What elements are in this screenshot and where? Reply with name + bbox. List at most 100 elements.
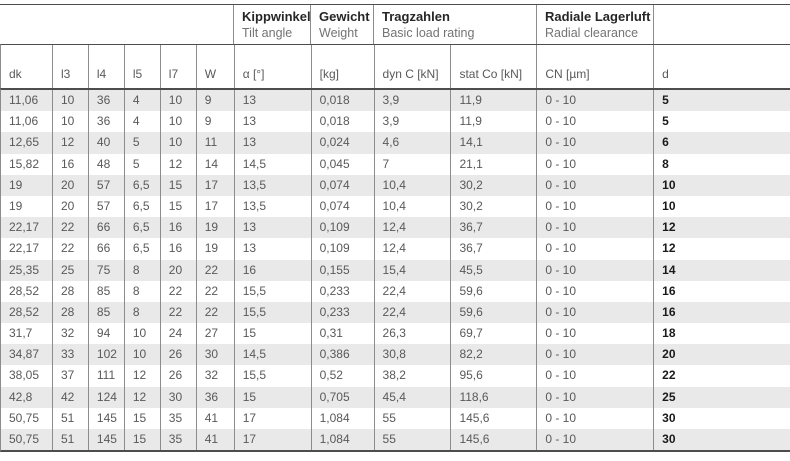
table-cell: 12	[159, 153, 196, 175]
table-cell: 38,05	[9, 368, 40, 383]
table-cell: 41	[195, 429, 234, 451]
d-value-cell: 16	[653, 301, 790, 324]
table-cell: 17	[195, 174, 234, 196]
table-row: 11,06 10 36 4 10 9 13 0,018 3,9 11,9 0 - 10 5	[1, 111, 790, 133]
table-cell: 14,5	[233, 153, 311, 175]
table-cell: 36	[87, 90, 124, 112]
table-cell: 15,5	[233, 365, 311, 387]
table-row: 31,7 32 94 10 24 27 15 0,31 26,3 69,7 0 - 10 18	[1, 323, 790, 345]
table-cell: 11,06	[9, 114, 39, 129]
table-cell: 0 - 10	[536, 344, 653, 366]
table-cell: 14	[195, 153, 234, 175]
table-cell: 24	[159, 323, 196, 345]
table-row: 15,82 16 48 5 12 14 14,5 0,045 7 21,1 0 - 10 8	[1, 153, 790, 175]
table-cell: 14,1	[450, 132, 536, 154]
table-cell: 55	[373, 429, 451, 451]
group-header-cell: Gewicht Weight	[310, 5, 373, 44]
table-cell: 15,5	[233, 280, 311, 302]
table-cell: 0 - 10	[536, 111, 653, 133]
table-body: 11,06 10 36 4 10 9 13 0,018 3,9 11,9 0 - 10 5 11,06 1…	[0, 88, 790, 453]
column-header-cell: l4	[87, 45, 124, 88]
table-cell: 12	[123, 365, 160, 387]
table-cell: 69,7	[450, 323, 536, 345]
table-cell: 10	[159, 90, 196, 112]
table-cell: 45,5	[450, 259, 536, 281]
d-value-cell: 16	[653, 280, 790, 302]
d-value-cell: 12	[653, 217, 790, 239]
d-value-cell: 5	[653, 90, 790, 112]
table-row: 34,87 33 102 10 26 30 14,5 0,386 30,8 82,2 0 - 10 2…	[1, 344, 790, 366]
table-cell: 31,7	[9, 326, 33, 341]
table-cell: 42	[51, 386, 88, 408]
table-cell: 0,233	[310, 280, 374, 302]
table-cell: 22	[195, 259, 234, 281]
table-cell: 15	[159, 195, 196, 218]
table-cell: 26,3	[373, 323, 451, 345]
table-cell: 30,2	[450, 195, 536, 218]
column-header-cell: stat Co [kN]	[450, 45, 536, 88]
table-cell: 66	[87, 238, 124, 260]
d-value-cell: 30	[653, 429, 790, 451]
table-cell: 22,17	[9, 220, 40, 235]
table-cell: 145	[87, 407, 124, 429]
table-cell: 32	[195, 365, 234, 387]
table-cell: 111	[87, 365, 124, 387]
table-cell: 85	[87, 280, 124, 302]
table-cell: 82,2	[450, 344, 536, 366]
table-cell: 15	[123, 407, 160, 429]
table-cell: 35	[159, 429, 196, 451]
table-cell: 33	[51, 344, 88, 366]
table-cell: 30	[195, 344, 234, 366]
d-value-cell: 14	[653, 259, 790, 281]
table-cell: 0 - 10	[536, 386, 653, 408]
group-subtitle: Weight	[319, 26, 358, 40]
table-cell: 0 - 10	[536, 217, 653, 239]
group-subtitle: Radial clearance	[545, 26, 639, 40]
d-value-cell: 8	[653, 153, 790, 175]
table-cell: 16	[51, 153, 88, 175]
table-cell: 50,75	[9, 432, 40, 446]
table-cell: 13	[233, 217, 311, 239]
table-cell: 59,6	[450, 301, 536, 324]
table-row: 38,05 37 111 12 26 32 15,5 0,52 38,2 95,6 0 - 10 22	[1, 365, 790, 387]
table-cell: 0 - 10	[536, 174, 653, 196]
table-cell: 9	[195, 90, 234, 112]
table-cell: 0,024	[310, 132, 374, 154]
table-cell: 19	[195, 238, 234, 260]
table-cell: 35	[159, 407, 196, 429]
table-cell: 3,9	[373, 90, 451, 112]
column-header-cell: W	[195, 45, 234, 88]
table-cell: 15,5	[233, 301, 311, 324]
table-cell: 36	[87, 111, 124, 133]
table-cell: 57	[87, 174, 124, 196]
table-cell: 0,109	[310, 238, 374, 260]
table-cell: 21,1	[450, 153, 536, 175]
group-subtitle: Tilt angle	[242, 26, 293, 40]
table-cell: 11,9	[450, 90, 536, 112]
group-subtitle: Basic load rating	[382, 26, 475, 40]
d-value-cell: 25	[653, 386, 790, 408]
table-cell: 10	[51, 111, 88, 133]
table-cell: 0 - 10	[536, 280, 653, 302]
group-header-cell: Kippwinkel Tilt angle	[233, 5, 310, 44]
group-header-row: Kippwinkel Tilt angle Gewicht Weight Tragzah…	[0, 4, 790, 44]
table-cell: 22	[159, 280, 196, 302]
table-cell: 30,8	[373, 344, 451, 366]
table-cell: 13,5	[233, 174, 311, 196]
table-cell: 12	[51, 132, 88, 154]
table-cell: 16	[233, 259, 311, 281]
group-header-empty-cell	[0, 5, 233, 44]
table-cell: 41	[195, 407, 234, 429]
table-cell: 34,87	[9, 347, 40, 362]
table-cell: 30,2	[450, 174, 536, 196]
table-cell: 8	[123, 301, 160, 324]
table-cell: 0 - 10	[536, 407, 653, 429]
table-cell: 40	[87, 132, 124, 154]
table-cell: 22,4	[373, 280, 451, 302]
table-cell: 0,109	[310, 217, 374, 239]
group-header-empty-cell	[653, 5, 790, 44]
table-cell: 4	[123, 111, 160, 133]
table-cell: 55	[373, 407, 451, 429]
table-cell: 0 - 10	[536, 429, 653, 451]
table-cell: 0,018	[310, 111, 374, 133]
